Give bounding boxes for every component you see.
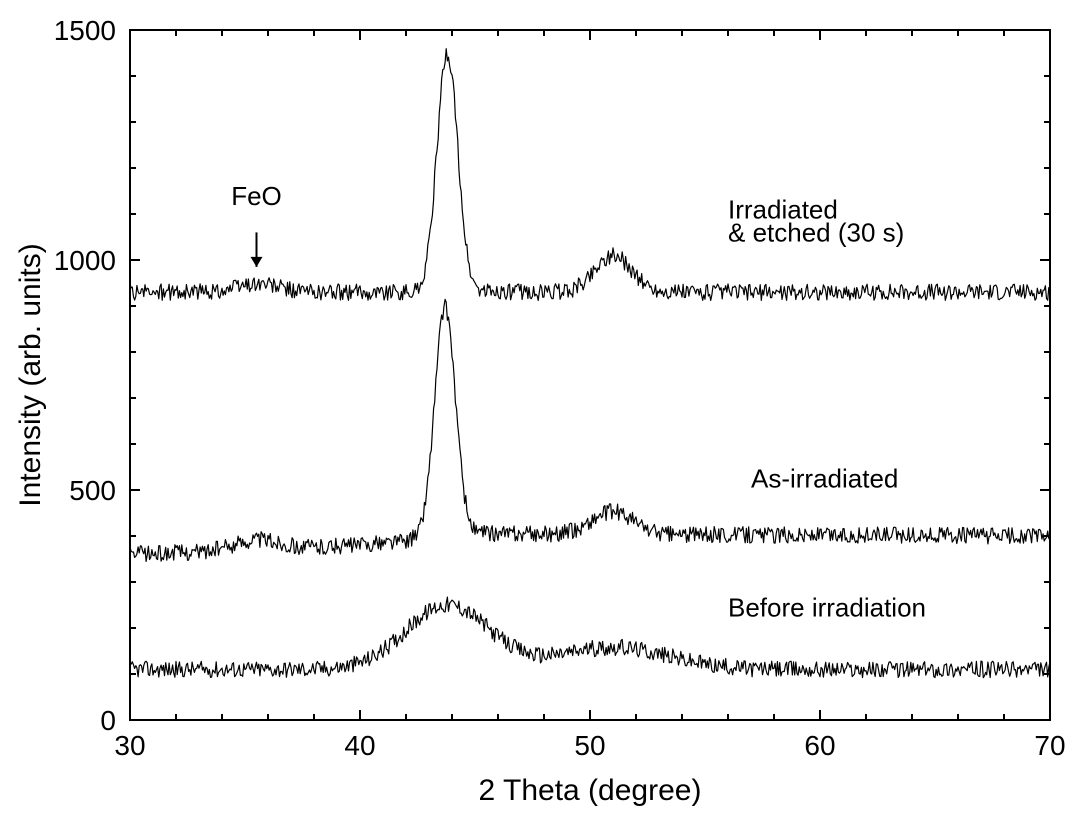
svg-text:2 Theta (degree): 2 Theta (degree) xyxy=(479,774,702,807)
chart-svg: 30 40 50 60 70 0 500 1000 1500 2 Theta (degree) In… xyxy=(0,0,1090,830)
svg-text:70: 70 xyxy=(1034,730,1065,761)
svg-text:Before irradiation: Before irradiation xyxy=(728,593,926,623)
svg-text:Intensity (arb. units): Intensity (arb. units) xyxy=(14,243,47,506)
svg-text:& etched (30 s): & etched (30 s) xyxy=(728,218,904,248)
svg-text:50: 50 xyxy=(574,730,605,761)
xrd-chart: 30 40 50 60 70 0 500 1000 1500 2 Theta (degree) In… xyxy=(0,0,1090,830)
svg-text:500: 500 xyxy=(69,475,116,506)
svg-text:1000: 1000 xyxy=(54,245,116,276)
svg-text:As-irradiated: As-irradiated xyxy=(751,464,898,494)
svg-text:60: 60 xyxy=(804,730,835,761)
svg-text:1500: 1500 xyxy=(54,15,116,46)
svg-text:FeO: FeO xyxy=(231,181,282,211)
svg-text:40: 40 xyxy=(344,730,375,761)
svg-text:0: 0 xyxy=(100,705,116,736)
svg-text:30: 30 xyxy=(114,730,145,761)
